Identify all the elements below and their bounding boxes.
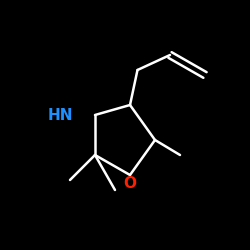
Text: O: O (124, 176, 136, 191)
Text: HN: HN (47, 108, 73, 122)
